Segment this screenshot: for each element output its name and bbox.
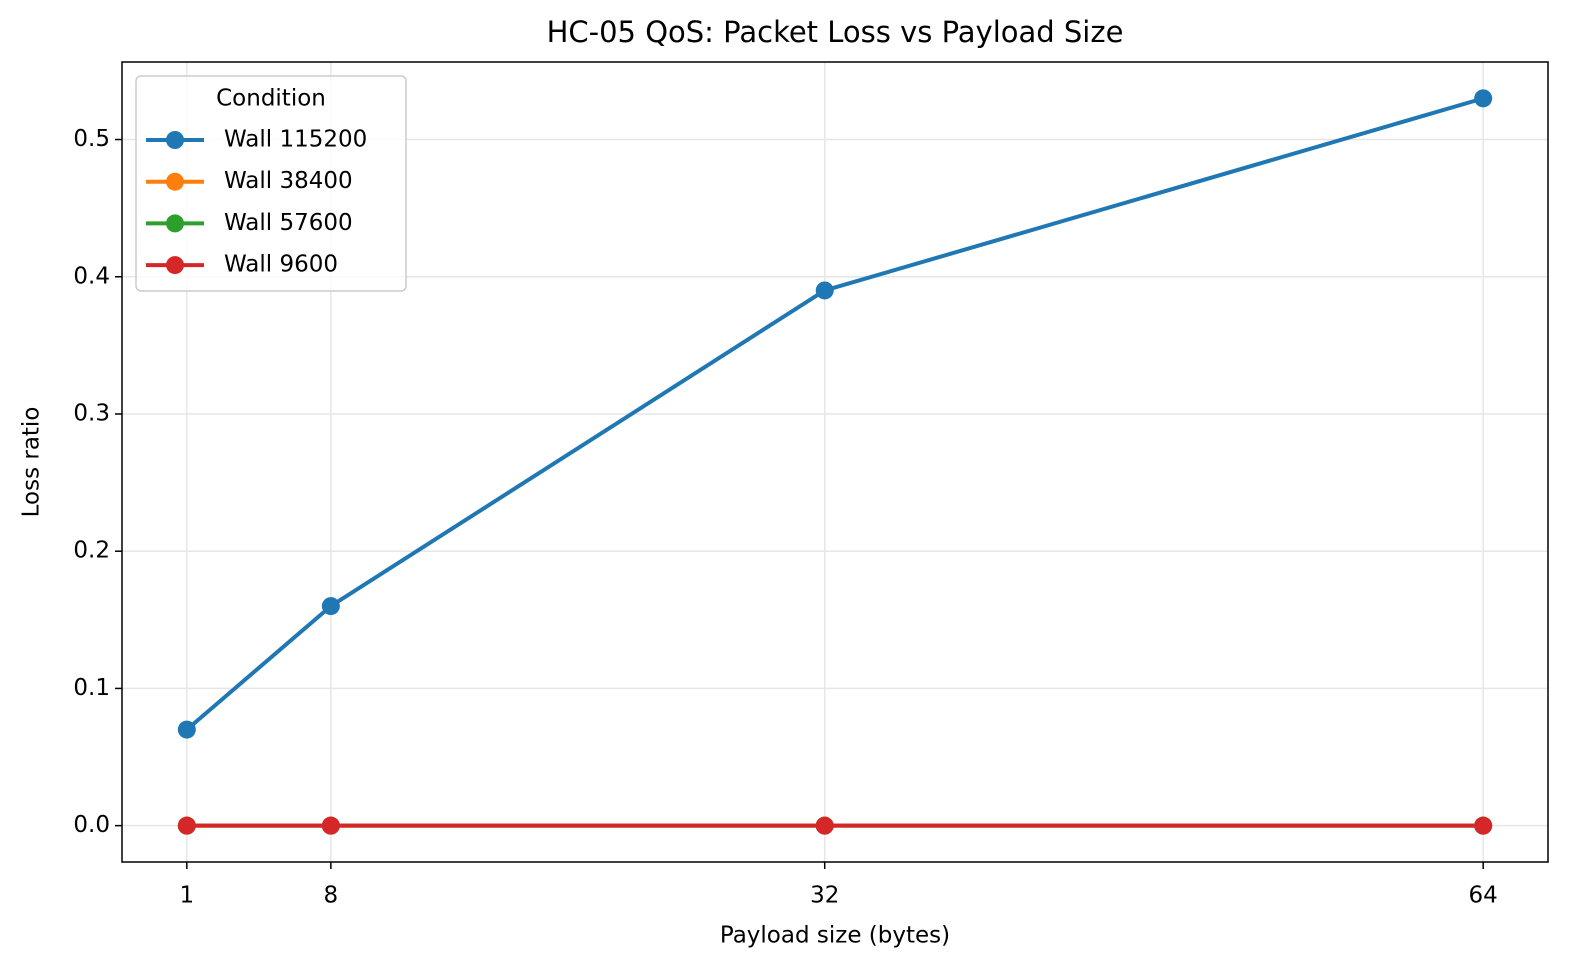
x-axis-label: Payload size (bytes): [720, 923, 950, 949]
series-line: [185, 96, 1484, 732]
plot-frame: [121, 61, 1549, 863]
data-point: [177, 720, 196, 739]
x-tick-label: 32: [810, 883, 839, 909]
data-point: [177, 816, 196, 835]
legend-marker: [166, 214, 184, 233]
legend-title: Condition: [216, 86, 326, 112]
chart-title: HC-05 QoS: Packet Loss vs Payload Size: [547, 15, 1124, 49]
data-point: [321, 816, 340, 835]
x-tick-label: 64: [1469, 883, 1498, 909]
x-tick-label: 1: [179, 883, 194, 909]
data-point: [815, 281, 834, 300]
y-tick-label: 0.3: [73, 400, 110, 426]
x-tick-label: 8: [324, 883, 339, 909]
y-axis-label: Loss ratio: [19, 407, 45, 518]
legend-label: Wall 38400: [224, 168, 353, 194]
data-point: [815, 816, 834, 835]
legend-marker: [166, 256, 184, 275]
y-tick-label: 0.5: [73, 126, 110, 152]
y-tick-label: 0.2: [73, 538, 110, 564]
legend: Condition Wall 115200 Wall 38400 Wall 5760…: [135, 75, 407, 292]
legend-marker: [166, 172, 184, 191]
y-tick-label: 0.4: [73, 263, 110, 289]
legend-marker: [166, 131, 184, 149]
y-tick-label: 0.0: [73, 812, 110, 838]
data-point: [1474, 89, 1493, 108]
y-tick-label: 0.1: [73, 675, 110, 701]
legend-box: [135, 75, 407, 292]
legend-label: Wall 115200: [224, 127, 367, 153]
legend-label: Wall 57600: [224, 210, 353, 236]
legend-label: Wall 9600: [224, 252, 338, 278]
data-point: [321, 597, 340, 616]
data-point: [1474, 816, 1493, 835]
plot: [177, 89, 1493, 835]
